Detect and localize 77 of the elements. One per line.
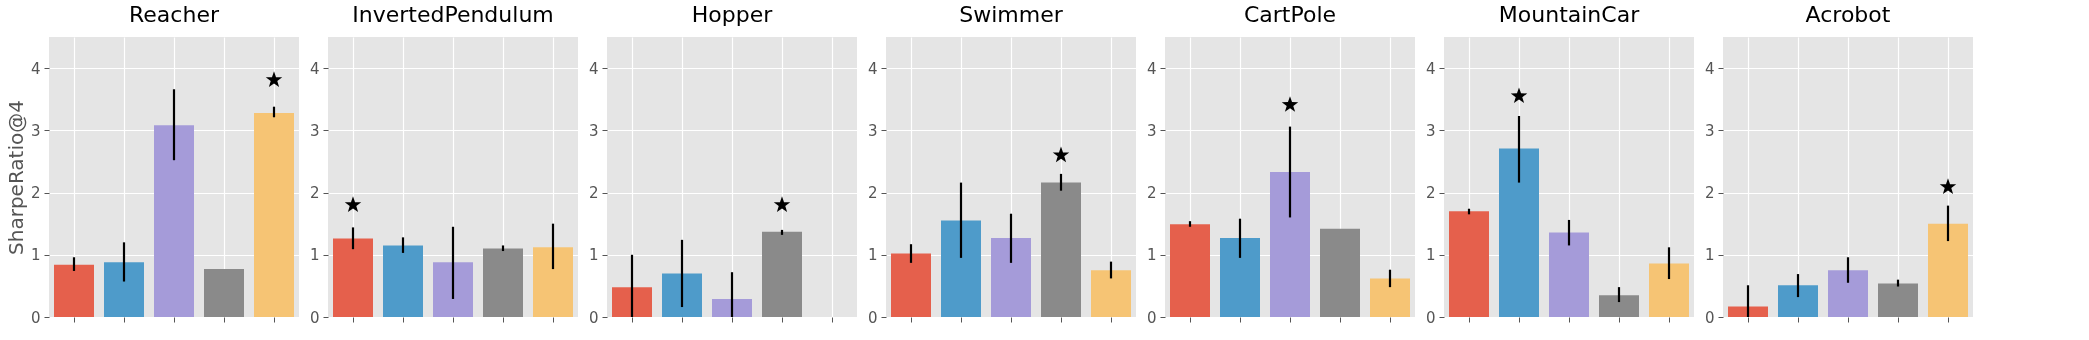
bar (204, 269, 244, 317)
bar (1041, 182, 1081, 317)
y-tick-label: 1 (1425, 246, 1436, 265)
chart-title: Hopper (691, 2, 774, 27)
bar (762, 231, 802, 317)
bar (1320, 228, 1360, 317)
y-tick-label: 2 (588, 184, 599, 203)
y-tick-label: 4 (588, 59, 599, 78)
bar (891, 253, 931, 317)
bar (1091, 270, 1131, 317)
bar (154, 125, 194, 317)
y-tick-label: 0 (588, 308, 599, 327)
y-tick-label: 0 (30, 308, 41, 327)
bar (712, 298, 752, 317)
bar (1270, 172, 1310, 317)
y-tick-label: 3 (30, 121, 41, 140)
y-tick-label: 1 (1146, 246, 1157, 265)
y-tick-label: 0 (1704, 308, 1715, 327)
y-tick-label: 3 (1704, 121, 1715, 140)
bar (1728, 306, 1768, 317)
bar (433, 262, 473, 317)
y-tick-label: 3 (867, 121, 878, 140)
y-tick-label: 1 (588, 246, 599, 265)
y-tick-label: 4 (1704, 59, 1715, 78)
bar (1778, 285, 1818, 317)
chart-title: Acrobot (1805, 2, 1891, 27)
y-tick-label: 2 (309, 184, 320, 203)
y-axis-title: SharpeRatio@4 (3, 100, 28, 255)
y-tick-label: 1 (1704, 246, 1715, 265)
y-tick-label: 4 (1146, 59, 1157, 78)
y-tick-label: 1 (30, 246, 41, 265)
bar (533, 247, 573, 317)
bar (1549, 232, 1589, 317)
bar (54, 264, 94, 317)
bar (1449, 211, 1489, 317)
bar (1370, 278, 1410, 317)
bar (1599, 295, 1639, 317)
chart-title: Swimmer (959, 2, 1064, 27)
bar (483, 248, 523, 317)
chart-title: CartPole (1243, 2, 1337, 27)
bar (991, 237, 1031, 317)
y-tick-label: 3 (1425, 121, 1436, 140)
y-tick-label: 3 (309, 121, 320, 140)
y-tick-label: 2 (867, 184, 878, 203)
y-tick-label: 4 (30, 59, 41, 78)
y-tick-label: 0 (309, 308, 320, 327)
y-tick-label: 0 (867, 308, 878, 327)
bar (1878, 283, 1918, 317)
bar (254, 112, 294, 317)
y-tick-label: 0 (1425, 308, 1436, 327)
y-tick-label: 0 (1146, 308, 1157, 327)
y-tick-label: 2 (30, 184, 41, 203)
y-tick-label: 4 (309, 59, 320, 78)
chart-title: Reacher (129, 2, 220, 27)
bar (1170, 224, 1210, 317)
y-tick-label: 3 (588, 121, 599, 140)
bar (333, 238, 373, 317)
y-tick-label: 2 (1425, 184, 1436, 203)
y-tick-label: 4 (867, 59, 878, 78)
bar (1649, 263, 1689, 317)
chart-title: InvertedPendulum (352, 2, 554, 27)
bar (612, 287, 652, 317)
bar (1499, 148, 1539, 317)
y-tick-label: 4 (1425, 59, 1436, 78)
bar (383, 245, 423, 317)
bar (1220, 237, 1260, 317)
bar (662, 273, 702, 317)
chart-title: MountainCar (1498, 2, 1641, 27)
y-tick-label: 3 (1146, 121, 1157, 140)
bar (104, 262, 144, 317)
bar (1828, 270, 1868, 317)
y-tick-label: 1 (867, 246, 878, 265)
bar (941, 220, 981, 317)
y-tick-label: 1 (309, 246, 320, 265)
y-tick-label: 2 (1146, 184, 1157, 203)
bar (1928, 223, 1968, 317)
y-tick-label: 2 (1704, 184, 1715, 203)
